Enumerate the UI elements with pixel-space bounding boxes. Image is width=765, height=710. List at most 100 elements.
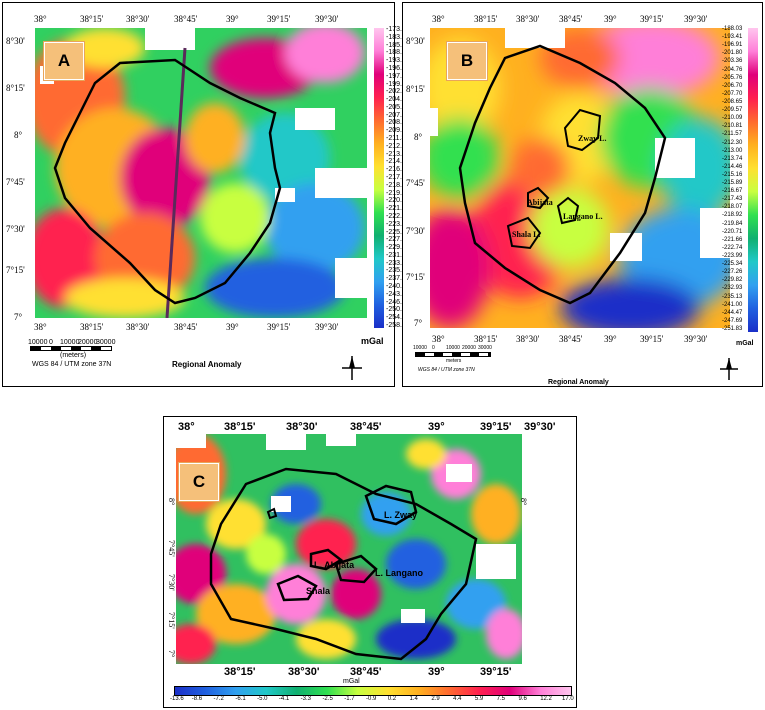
- colorbar-value: -221.56: [386, 205, 410, 213]
- colorbar-value: -207.70: [722, 90, 743, 97]
- colorbar-value: -208.65: [722, 98, 743, 105]
- colorbar-value: 1.4: [409, 696, 418, 702]
- panel-b-colorbar: [748, 28, 758, 332]
- scale-tick: 0: [432, 345, 435, 351]
- x-tick: 38°15': [80, 14, 104, 24]
- colorbar-value: 2.9: [431, 696, 440, 702]
- colorbar-value: -3.3: [300, 696, 311, 702]
- colorbar-value: 7.5: [496, 696, 505, 702]
- x-tick: 38°30': [516, 14, 540, 24]
- scale-tick: 10000: [28, 339, 48, 346]
- scale-tick: 10000: [413, 345, 427, 351]
- colorbar-value: -193.41: [722, 34, 743, 41]
- y-tick: 7°15': [167, 612, 176, 629]
- colorbar-value: -206.70: [722, 82, 743, 89]
- colorbar-value: -222.74: [722, 244, 743, 251]
- y-tick: 8°: [167, 498, 176, 506]
- colorbar-value: -207.06: [386, 111, 410, 119]
- colorbar-value: -217.26: [386, 174, 410, 181]
- y-tick: 7°15': [406, 272, 425, 282]
- lake-label-zway: L. Zway: [384, 510, 418, 520]
- scale-unit: meters: [446, 358, 462, 364]
- lake-label-shala: Shala: [306, 586, 331, 596]
- colorbar-value: -2.5: [322, 696, 333, 702]
- y-tick: 7°45': [167, 540, 176, 557]
- projection-label: WGS 84 / UTM zone 37N: [418, 367, 475, 373]
- colorbar-value: -229.53: [386, 244, 410, 252]
- colorbar-value: -223.99: [722, 253, 743, 260]
- x-tick: 39°30': [684, 334, 708, 344]
- x-tick: 39°15': [480, 421, 512, 433]
- x-tick: 39°15': [480, 666, 512, 678]
- colorbar-value: -218.92: [722, 212, 743, 219]
- colorbar-value: -210.09: [722, 115, 743, 122]
- map-c-canvas: [176, 434, 522, 664]
- colorbar-value: -188.03: [722, 26, 743, 32]
- projection-label: WGS 84 / UTM zone 37N: [32, 361, 112, 368]
- colorbar-value: -240.07: [386, 283, 410, 291]
- colorbar-value: -218.49: [386, 181, 410, 189]
- y-tick: 7°30': [406, 226, 425, 236]
- colorbar-value: -219.84: [722, 220, 743, 227]
- colorbar-value: -215.16: [722, 171, 743, 178]
- x-tick: 38°45': [350, 666, 382, 678]
- x-tick: 39°30': [524, 421, 556, 433]
- colorbar-value: -205.67: [386, 103, 410, 111]
- colorbar-value: -220.43: [386, 197, 410, 205]
- colorbar-value: -246.23: [386, 298, 410, 306]
- y-tick: 7°: [14, 312, 23, 322]
- lake-label-shala: Shala L.: [512, 230, 541, 239]
- y-tick: 8°30': [406, 36, 425, 46]
- colorbar-value: -229.82: [722, 277, 743, 284]
- x-tick: 39°30': [684, 14, 708, 24]
- colorbar-value: -209.57: [722, 107, 743, 114]
- colorbar-value: -185.90: [386, 41, 410, 49]
- colorbar-value: -203.36: [722, 58, 743, 65]
- x-tick: 38°45': [559, 14, 583, 24]
- colorbar-value: -222.89: [386, 212, 410, 220]
- x-tick: 38°45': [350, 421, 382, 433]
- lake-label-abijata: Abijata: [527, 198, 553, 207]
- colorbar-value: -204.76: [722, 66, 743, 73]
- x-tick: 39°15': [267, 14, 291, 24]
- x-tick: 39°: [604, 334, 617, 344]
- x-tick: 39°15': [267, 322, 291, 332]
- scale-tick: 20000: [78, 339, 98, 346]
- y-tick: 7°: [414, 318, 423, 328]
- scale-tick: 0: [49, 339, 53, 346]
- colorbar-value: -204.18: [386, 96, 410, 104]
- colorbar-value: -183.70: [386, 33, 410, 41]
- scale-tick: 30000: [96, 339, 116, 346]
- colorbar-value: -231.69: [386, 251, 410, 259]
- colorbar-value: -251.83: [722, 326, 743, 332]
- colorbar-value: -205.76: [722, 74, 743, 81]
- x-tick: 39°15': [640, 334, 664, 344]
- colorbar-value: -250.33: [386, 306, 410, 314]
- colorbar-value: -13.6: [170, 696, 184, 702]
- x-tick: 39°30': [315, 14, 339, 24]
- colorbar-value: -225.41: [386, 228, 410, 236]
- colorbar-value: -188.65: [386, 49, 410, 57]
- panel-c-colorbar: [174, 686, 572, 696]
- colorbar-value: -210.81: [722, 123, 743, 130]
- colorbar-value: -227.39: [386, 236, 410, 244]
- x-tick: 38°45': [174, 14, 198, 24]
- x-tick: 38°15': [224, 421, 256, 433]
- panel-c-unit: mGal: [343, 678, 360, 685]
- y-tick: 7°30': [167, 574, 176, 591]
- x-tick: 38°30': [126, 322, 150, 332]
- y-tick: 8°: [414, 132, 423, 142]
- x-tick: 38°: [432, 14, 445, 24]
- scale-tick: 20000: [462, 345, 476, 351]
- colorbar-value: -212.30: [722, 139, 743, 146]
- colorbar-value: -7.2: [213, 696, 224, 702]
- colorbar-value: -214.46: [722, 163, 743, 170]
- scale-tick: 30000: [478, 345, 492, 351]
- colorbar-value: -193.19: [386, 57, 410, 65]
- x-tick: 39°: [226, 322, 239, 332]
- x-tick: 38°15': [80, 322, 104, 332]
- panel-b-unit: mGal: [736, 340, 754, 347]
- colorbar-value: -213.74: [722, 155, 743, 162]
- colorbar-value: -209.95: [386, 127, 410, 135]
- north-arrow-icon: [342, 356, 362, 380]
